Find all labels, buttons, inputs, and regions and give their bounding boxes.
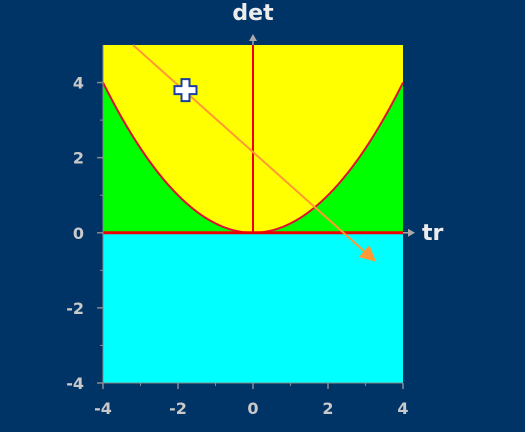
- y-tick-label: 0: [73, 224, 84, 243]
- x-tick-label: 0: [247, 399, 258, 418]
- x-tick-label: -2: [169, 399, 187, 418]
- x-tick-label: 2: [322, 399, 333, 418]
- y-tick-label: 4: [73, 74, 84, 93]
- x-tick-label: -4: [94, 399, 112, 418]
- det-axis-arrow: [249, 34, 257, 45]
- y-tick-label: -4: [66, 374, 84, 393]
- y-tick-labels: 4 2 0 -2 -4: [66, 74, 84, 393]
- trajectory-line[interactable]: [132, 44, 376, 262]
- axis-ticks: [97, 45, 404, 389]
- y-axis-title: det: [232, 1, 274, 26]
- tr-axis-arrow: [403, 228, 415, 237]
- y-tick-label: -2: [66, 299, 84, 318]
- x-axis-title: tr: [422, 221, 444, 246]
- x-tick-labels: -4 -2 0 2 4: [94, 399, 408, 418]
- crosshair-cursor-icon: [173, 78, 198, 103]
- y-tick-label: 2: [73, 149, 84, 168]
- negative-determinant-region: [103, 232, 403, 383]
- x-tick-label: 4: [397, 399, 408, 418]
